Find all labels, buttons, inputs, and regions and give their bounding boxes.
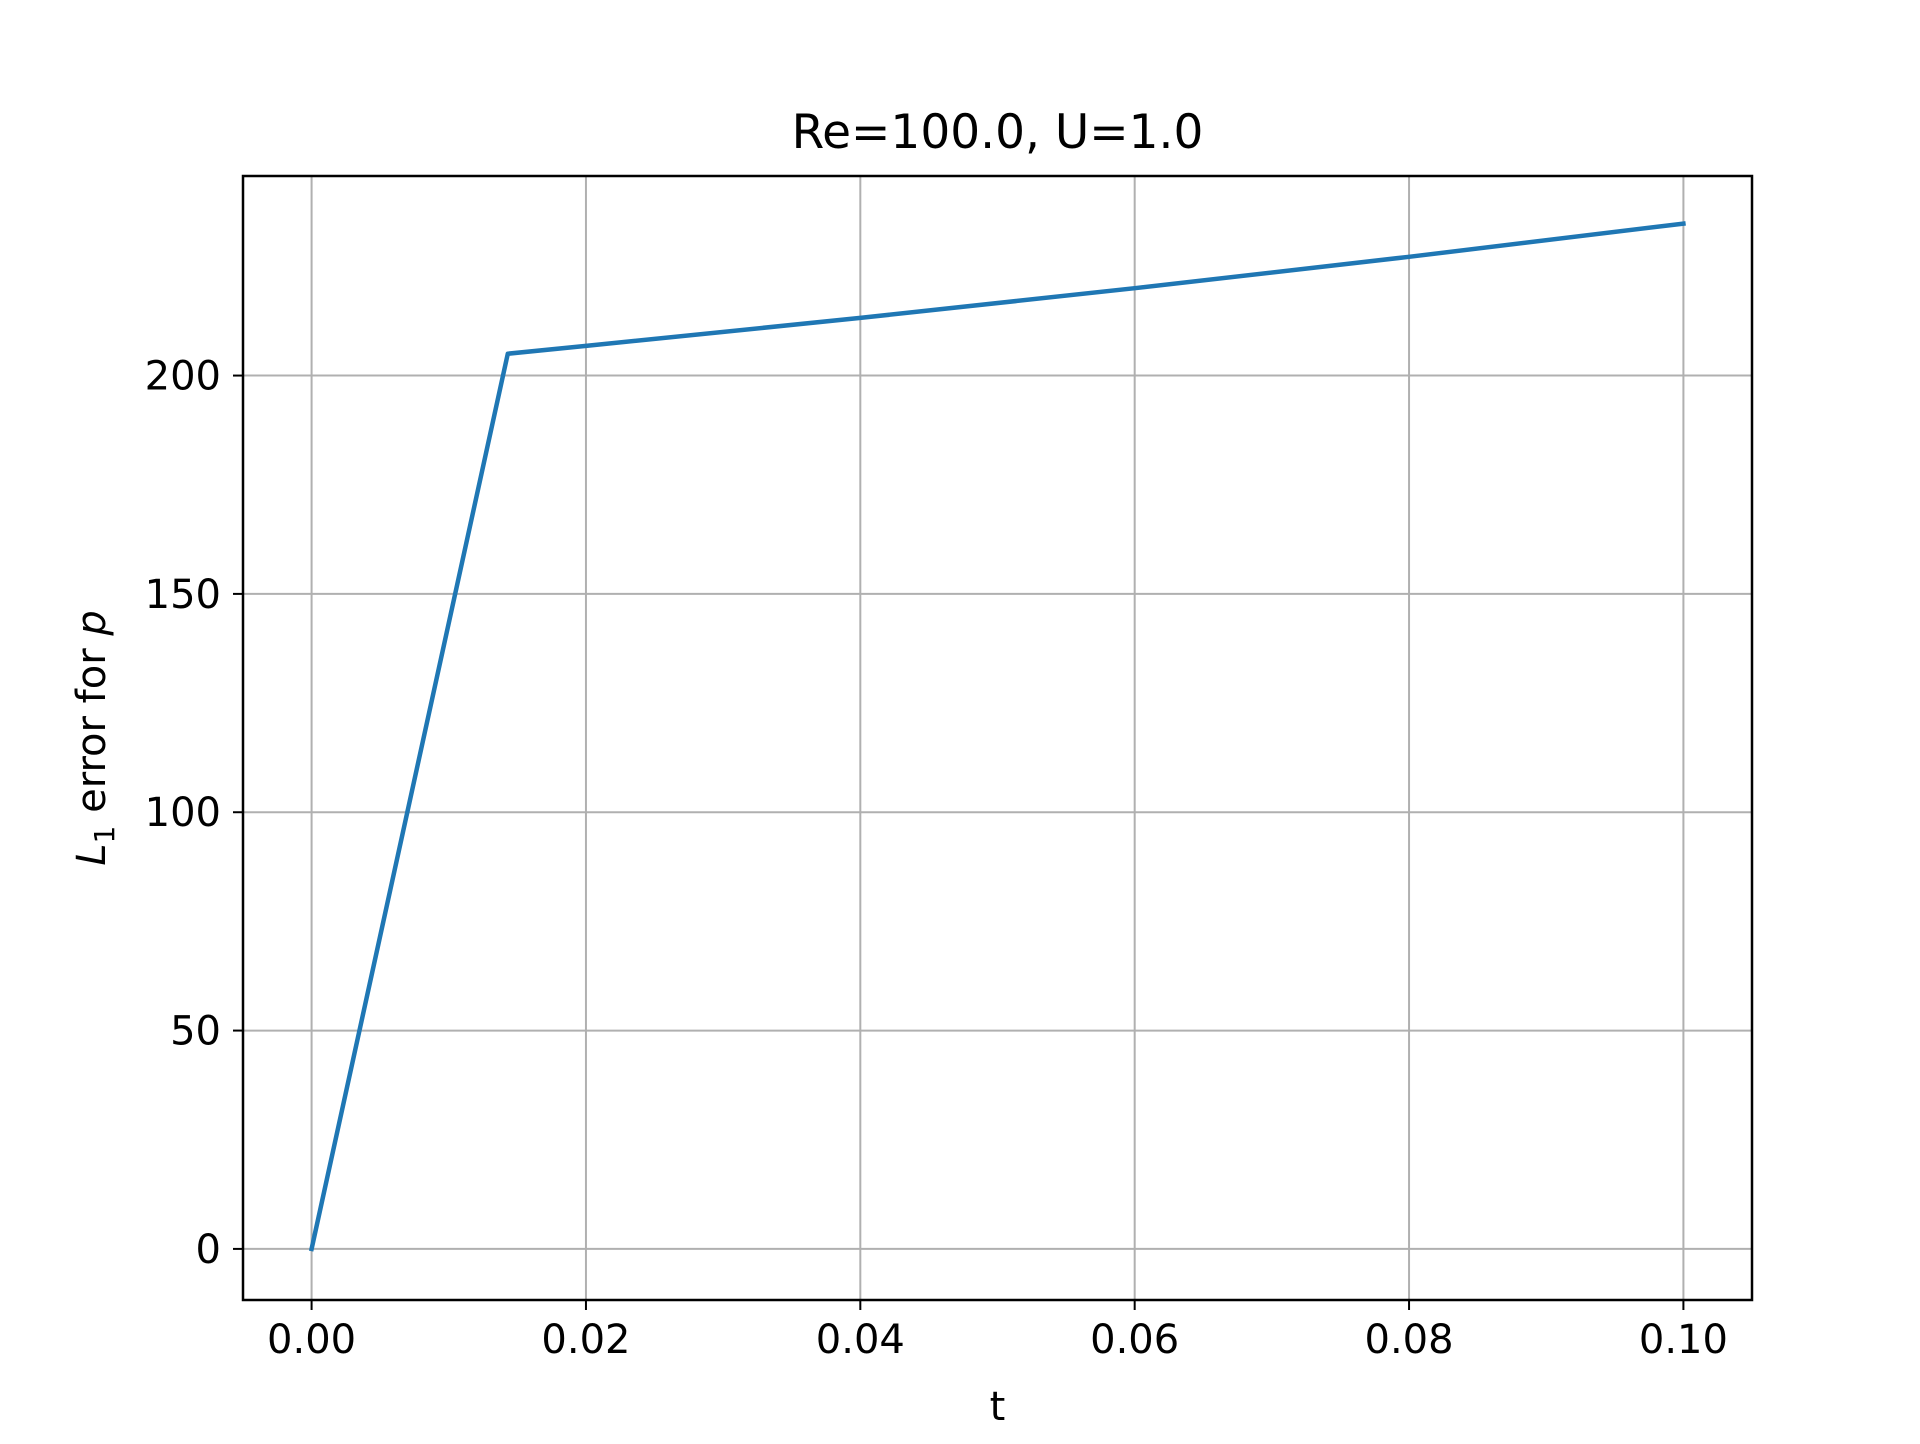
chart-title: Re=100.0, U=1.0 bbox=[792, 105, 1204, 160]
x-tick-label: 0.04 bbox=[816, 1317, 905, 1363]
y-axis-title-variable: p bbox=[69, 610, 115, 636]
grid-lines bbox=[243, 176, 1752, 1300]
y-axis-title: L1 error for p bbox=[69, 610, 121, 866]
series-lines bbox=[308, 221, 1686, 1252]
x-tick-label: 0.00 bbox=[267, 1317, 356, 1363]
y-axis-title-text: error for bbox=[69, 636, 115, 826]
y-tick-label: 0 bbox=[196, 1227, 221, 1273]
series-line bbox=[308, 221, 1686, 1252]
y-tick-label: 200 bbox=[145, 354, 221, 400]
y-axis-title-symbol: L bbox=[69, 843, 115, 865]
y-tick-label: 100 bbox=[145, 790, 221, 836]
y-axis-title-subscript: 1 bbox=[88, 826, 121, 844]
plot-frame bbox=[241, 174, 1754, 1302]
y-tick-label: 150 bbox=[145, 572, 221, 618]
x-tick-label: 0.10 bbox=[1639, 1317, 1728, 1363]
axis-ticks: 0.00 0.02 0.04 0.06 0.08 0.10 0 50 100 150 200 bbox=[145, 354, 1728, 1363]
x-tick-label: 0.06 bbox=[1090, 1317, 1179, 1363]
x-tick-label: 0.08 bbox=[1365, 1317, 1454, 1363]
x-tick-label: 0.02 bbox=[541, 1317, 630, 1363]
x-axis-title: t bbox=[990, 1384, 1006, 1430]
y-tick-label: 50 bbox=[170, 1009, 221, 1055]
